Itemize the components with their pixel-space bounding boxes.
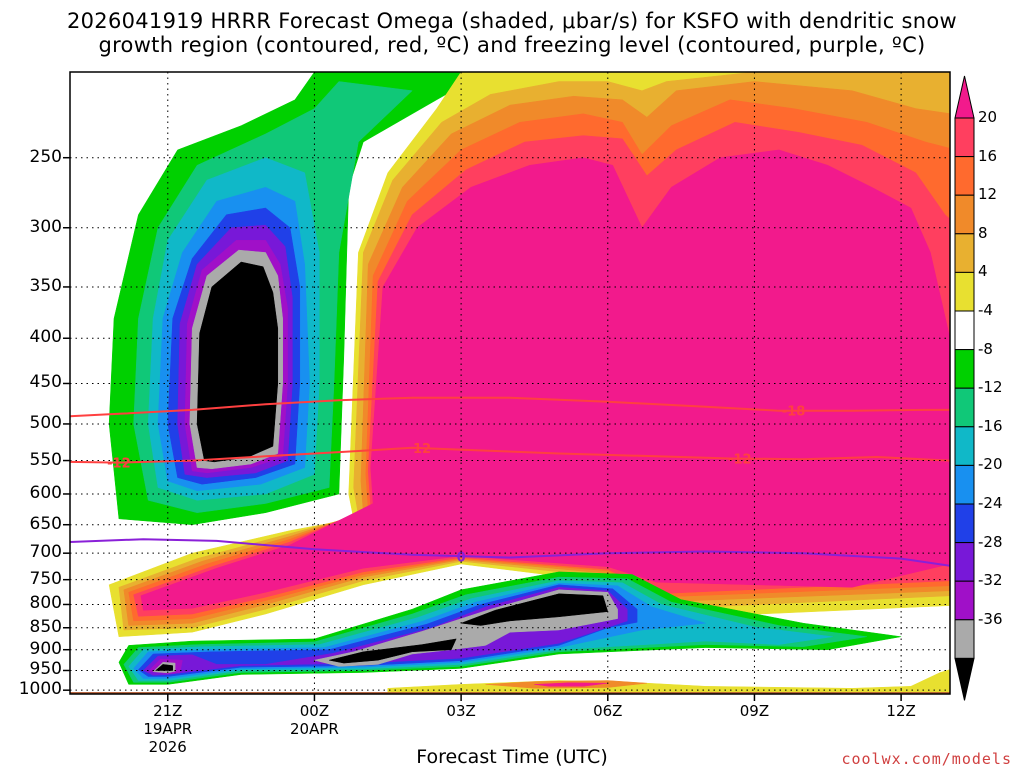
y-tick-label: 400	[29, 327, 62, 348]
colorbar-swatch	[954, 542, 975, 582]
y-tick-label: 950	[29, 659, 62, 680]
y-tick-label: 250	[29, 146, 62, 167]
colorbar-swatch	[954, 271, 975, 312]
x-tick-label: 00Z	[299, 702, 330, 720]
colorbar-label: -36	[978, 609, 1003, 628]
x-tick-label: 21Z	[153, 702, 183, 720]
colorbar-top-arrow	[954, 75, 975, 119]
y-tick-label: 500	[29, 412, 62, 433]
y-tick-label: 550	[29, 449, 62, 470]
colorbar-swatch	[954, 426, 975, 466]
colorbar-label: -12	[978, 378, 1003, 397]
colorbar-label: -8	[978, 339, 993, 358]
x-tick-label: 20APR	[290, 720, 339, 738]
colorbar-swatch	[954, 503, 975, 544]
omega-shade-29	[154, 664, 173, 671]
y-tick-label: 450	[29, 372, 62, 393]
x-tick-label: 12Z	[886, 702, 916, 720]
colorbar-label: 16	[978, 146, 998, 165]
contour-line-4	[70, 538, 950, 567]
colorbar-label: -20	[978, 455, 1003, 474]
omega-shade-27	[329, 638, 457, 664]
contour-label-2: 12	[413, 442, 431, 457]
chart-title-line1: 2026041919 HRRR Forecast Omega (shaded, …	[66, 9, 958, 33]
y-tick-label: 750	[29, 568, 62, 589]
x-axis-label: Forecast Time (UTC)	[416, 746, 608, 768]
colorbar-swatch	[954, 619, 975, 659]
x-tick-label: 09Z	[739, 702, 770, 720]
colorbar-label: -24	[978, 494, 1003, 512]
y-tick-label: 650	[29, 513, 62, 534]
x-tick-label: 03Z	[446, 702, 476, 720]
contour-label-4: 0	[457, 550, 466, 565]
y-tick-label: 1000	[18, 679, 62, 700]
colorbar-label: 12	[978, 185, 998, 204]
colorbar-label: 20	[978, 108, 998, 126]
x-tick-label: 19APR	[143, 720, 193, 738]
colorbar-swatch	[954, 194, 975, 235]
colorbar-label: -16	[978, 416, 1003, 435]
contour-label-1: -12	[107, 457, 131, 472]
colorbar-swatch	[954, 580, 975, 621]
colorbar-label: -4	[978, 301, 993, 319]
colorbar-swatch	[954, 233, 975, 273]
y-tick-label: 600	[29, 482, 62, 503]
contour-line-0	[70, 396, 950, 418]
omega-shade-14	[140, 149, 950, 611]
colorbar-swatch	[954, 387, 975, 428]
contour-label-3: -12	[728, 452, 752, 467]
x-tick-label: 06Z	[593, 702, 623, 720]
colorbar-swatch	[954, 464, 975, 505]
colorbar-swatch	[954, 349, 975, 389]
colorbar-label: 4	[978, 262, 988, 281]
plot-frame	[69, 71, 951, 695]
colorbar-label: -28	[978, 532, 1003, 551]
y-tick-label: 350	[29, 275, 62, 296]
colorbar-swatch	[954, 310, 975, 351]
grid-layer	[63, 72, 950, 701]
y-tick-label: 700	[29, 542, 62, 563]
colorbar-bottom-arrow	[954, 657, 975, 701]
y-tick-label: 800	[29, 593, 62, 614]
ground-layer	[70, 692, 950, 694]
omega-shade-17	[534, 682, 608, 687]
contour-label-0: -18	[782, 405, 806, 420]
colorbar-swatch	[954, 117, 975, 158]
x-tick-label: 2026	[148, 738, 187, 756]
y-tick-label: 900	[29, 638, 62, 659]
colorbar-swatch	[954, 156, 975, 196]
omega-shade-15	[387, 669, 950, 693]
colorbar-label: -32	[978, 571, 1003, 590]
colorbar-label: 8	[978, 223, 988, 242]
shaded-field-layer	[70, 72, 950, 694]
credit-link[interactable]: coolwx.com/models	[841, 750, 1012, 768]
y-tick-label: 850	[29, 616, 62, 637]
contour-layer: -18 -12 12 -12 0	[70, 396, 950, 567]
colorbar	[954, 75, 975, 701]
y-tick-label: 300	[29, 216, 62, 237]
chart-title-line2: growth region (contoured, red, ºC) and f…	[98, 33, 926, 57]
